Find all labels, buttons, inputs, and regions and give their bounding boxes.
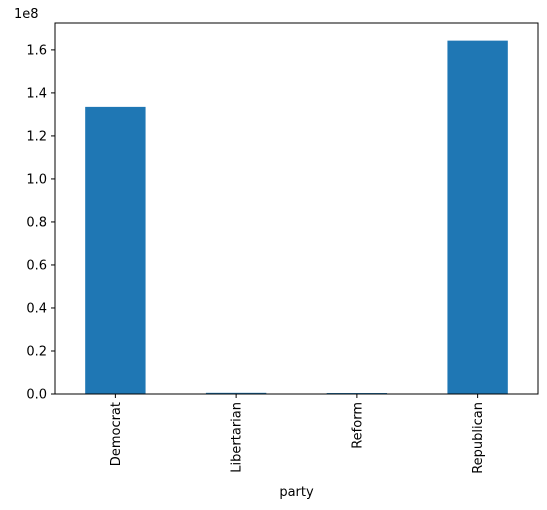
y-tick-label: 0.8 [26,215,47,230]
y-tick-label: 0.0 [26,388,47,403]
y-axis-ticks: 0.0 0.2 0.4 0.6 0.8 1.0 1.2 1.4 1.6 [26,43,55,403]
x-tick-label: Republican [471,402,486,474]
x-tick-label: Reform [350,402,365,449]
y-tick-label: 0.2 [26,344,47,359]
x-tick-label: Libertarian [230,402,245,473]
y-tick-label: 0.4 [26,301,47,316]
bar-libertarian [205,392,267,394]
y-axis-scale-label: 1e8 [14,7,39,22]
y-tick-label: 1.0 [26,172,47,187]
x-axis-label: party [279,485,314,500]
x-axis-ticks: Democrat Libertarian Reform Republican [109,394,486,474]
y-tick-label: 0.6 [26,258,47,273]
bar-republican [447,40,508,395]
y-tick-label: 1.2 [26,129,47,144]
bar-democrat [85,106,146,394]
x-tick-label: Democrat [109,402,124,466]
y-tick-label: 1.4 [26,86,47,101]
bars-group [85,40,508,395]
y-tick-label: 1.6 [26,43,47,58]
plot-frame [54,22,539,395]
